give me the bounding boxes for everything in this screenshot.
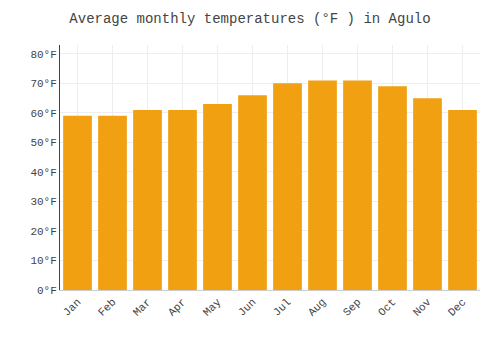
svg-text:20°F: 20°F	[30, 226, 56, 238]
svg-text:Jun: Jun	[236, 296, 258, 318]
svg-text:40°F: 40°F	[30, 167, 56, 179]
svg-text:30°F: 30°F	[30, 196, 56, 208]
svg-text:60°F: 60°F	[30, 108, 56, 120]
svg-text:May: May	[201, 296, 224, 319]
svg-text:50°F: 50°F	[30, 137, 56, 149]
svg-text:Mar: Mar	[131, 296, 153, 318]
svg-text:Sep: Sep	[341, 296, 363, 318]
svg-text:10°F: 10°F	[30, 255, 56, 267]
svg-text:Feb: Feb	[96, 296, 118, 318]
svg-text:Aug: Aug	[306, 296, 328, 318]
svg-text:80°F: 80°F	[30, 49, 56, 61]
svg-text:Jul: Jul	[271, 296, 293, 318]
svg-text:Nov: Nov	[411, 296, 434, 319]
svg-text:70°F: 70°F	[30, 78, 56, 90]
svg-text:Apr: Apr	[166, 296, 188, 318]
svg-text:0°F: 0°F	[37, 285, 57, 297]
svg-text:Dec: Dec	[446, 296, 468, 318]
svg-text:Oct: Oct	[376, 296, 398, 318]
svg-text:Jan: Jan	[61, 296, 83, 318]
svg-text:Average monthly temperatures (: Average monthly temperatures (°F ) in Ag…	[69, 11, 430, 27]
